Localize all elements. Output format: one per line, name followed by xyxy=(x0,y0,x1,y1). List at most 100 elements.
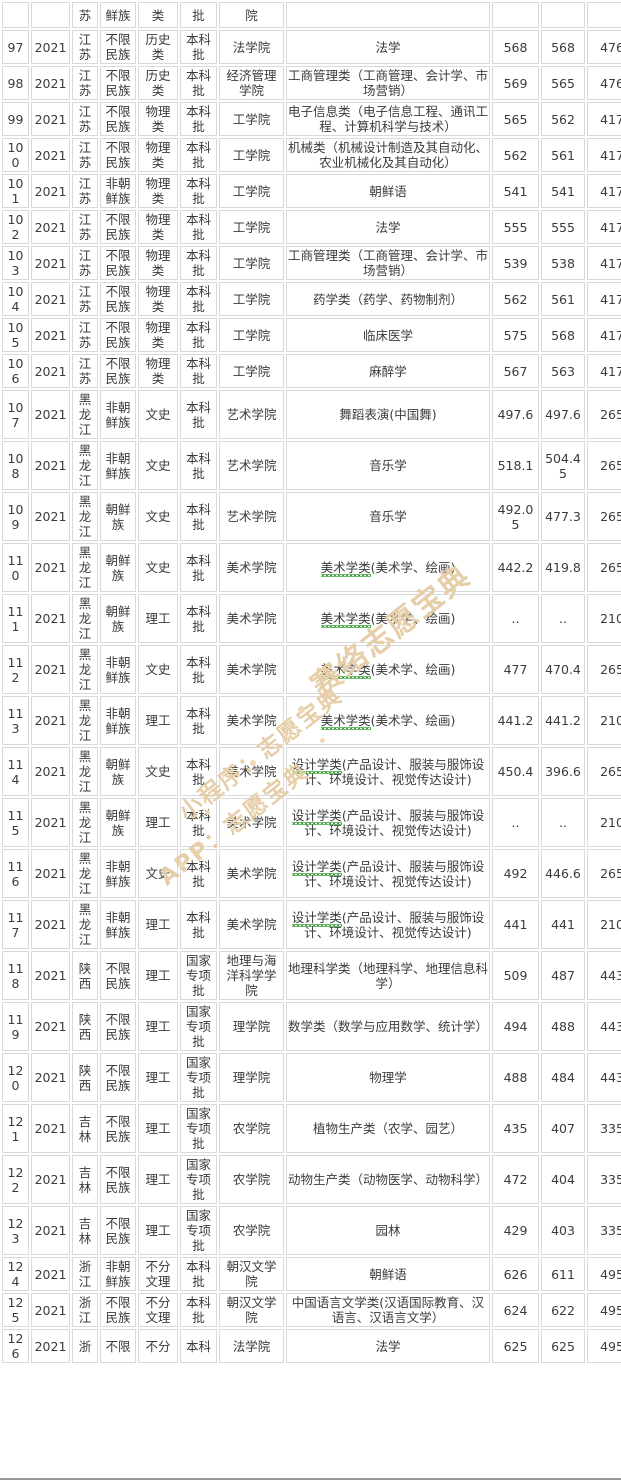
cell-college: 美术学院 xyxy=(219,696,284,745)
cell-province: 黑龙江 xyxy=(72,492,98,541)
table-row[interactable]: 110 2021 黑龙江 朝鲜族 文史 本科批 美术学院 美术学类(美术学、绘画) 442.2 4… xyxy=(2,543,621,592)
cell-province: 江苏 xyxy=(72,318,98,352)
cell-max-score: 625 xyxy=(492,1329,539,1363)
table-row[interactable]: 107 2021 黑龙江 非朝鲜族 文史 本科批 艺术学院 舞蹈表演(中国舞) 497.6 497… xyxy=(2,390,621,439)
cell-province: 陕西 xyxy=(72,951,98,1000)
cell-max-score: 565 xyxy=(492,102,539,136)
cell-index: 121 xyxy=(2,1104,29,1153)
cell-batch: 本科批 xyxy=(180,318,217,352)
cell-max-score: 497.6 xyxy=(492,390,539,439)
cell-min-score: 555 xyxy=(541,210,585,244)
table-row[interactable]: 117 2021 黑龙江 非朝鲜族 理工 本科批 美术学院 设计学类(产品设计、服装与服饰设计… xyxy=(2,900,621,949)
table-row[interactable]: 123 2021 吉林 不限民族 理工 国家专项批 农学院 园林 429 403 335 xyxy=(2,1206,621,1255)
cell-college: 美术学院 xyxy=(219,849,284,898)
table-row[interactable]: 121 2021 吉林 不限民族 理工 国家专项批 农学院 植物生产类（农学、园艺） 435 40… xyxy=(2,1104,621,1153)
table-row[interactable]: 111 2021 黑龙江 朝鲜族 理工 本科批 美术学院 美术学类(美术学、绘画).... 21… xyxy=(2,594,621,643)
table-row[interactable]: 97 2021 江苏 不限民族 历史类 本科批 法学院 法学 568 568 476 xyxy=(2,30,621,64)
cell-max-score: 492.05 xyxy=(492,492,539,541)
cell-college: 工学院 xyxy=(219,246,284,280)
cell-category: 理工 xyxy=(138,1002,178,1051)
table-row[interactable]: 105 2021 江苏 不限民族 物理类 本科批 工学院 临床医学 575 568 417 xyxy=(2,318,621,352)
cell-category: 物理类 xyxy=(138,174,178,208)
table-row[interactable]: 109 2021 黑龙江 朝鲜族 文史 本科批 艺术学院 音乐学 492.05 477.3 265 xyxy=(2,492,621,541)
table-row[interactable]: 104 2021 江苏 不限民族 物理类 本科批 工学院 药学类（药学、药物制剂） 562 561… xyxy=(2,282,621,316)
table-row[interactable]: 102 2021 江苏 不限民族 物理类 本科批 工学院 法学 555 555 417 xyxy=(2,210,621,244)
table-row[interactable]: 115 2021 黑龙江 朝鲜族 理工 本科批 美术学院 设计学类(产品设计、服装与服饰设计、… xyxy=(2,798,621,847)
cell-year: 2021 xyxy=(31,543,70,592)
cell-min-score: 504.45 xyxy=(541,441,585,490)
cell-year: 2021 xyxy=(31,246,70,280)
cell-category: 物理类 xyxy=(138,210,178,244)
cell-college: 工学院 xyxy=(219,282,284,316)
cell-min-score: 568 xyxy=(541,318,585,352)
table-row[interactable]: 126 2021 浙不限 不分 本科 法学院 法学 625 625 495 xyxy=(2,1329,621,1363)
cell-batch: 本科批 xyxy=(180,174,217,208)
cell-min-score: 419.8 xyxy=(541,543,585,592)
cell-batch: 本科批 xyxy=(180,138,217,172)
cell-college: 美术学院 xyxy=(219,594,284,643)
cell-min-score: 538 xyxy=(541,246,585,280)
cell-batch: 本科批 xyxy=(180,30,217,64)
cell-control-line: 495 xyxy=(587,1329,621,1363)
cell-major: 美术学类(美术学、绘画) xyxy=(286,543,490,592)
cell-min-score: 441.2 xyxy=(541,696,585,745)
cell-major: 设计学类(产品设计、服装与服饰设计、环境设计、视觉传达设计) xyxy=(286,849,490,898)
table-row[interactable]: 118 2021 陕西 不限民族 理工 国家专项批 地理与海洋科学学院 地理科学类（地理科学、… xyxy=(2,951,621,1000)
cell-college: 美术学院 xyxy=(219,798,284,847)
table-row[interactable]: 119 2021 陕西 不限民族 理工 国家专项批 理学院 数学类（数学与应用数学、统计学） 4… xyxy=(2,1002,621,1051)
table-row[interactable]: 106 2021 江苏 不限民族 物理类 本科批 工学院 麻醉学 567 563 417 xyxy=(2,354,621,388)
table-row[interactable]: 113 2021 黑龙江 非朝鲜族 理工 本科批 美术学院 美术学类(美术学、绘画) 441.2… xyxy=(2,696,621,745)
cell-major: 地理科学类（地理科学、地理信息科学） xyxy=(286,951,490,1000)
table-row[interactable]: 98 2021 江苏 不限民族 历史类 本科批 经济管理学院 工商管理类（工商管理、会计学、市… xyxy=(2,66,621,100)
cell-year: 2021 xyxy=(31,645,70,694)
cell-index: 110 xyxy=(2,543,29,592)
cell-min-score: 561 xyxy=(541,138,585,172)
cell-major: 设计学类(产品设计、服装与服饰设计、环境设计、视觉传达设计) xyxy=(286,747,490,796)
table-row[interactable]: 114 2021 黑龙江 朝鲜族 文史 本科批 美术学院 设计学类(产品设计、服装与服饰设计、… xyxy=(2,747,621,796)
cell-batch: 国家专项批 xyxy=(180,1002,217,1051)
cell-category: 物理类 xyxy=(138,102,178,136)
cell-year: 2021 xyxy=(31,798,70,847)
table-row[interactable]: 100 2021 江苏 不限民族 物理类 本科批 工学院 机械类（机械设计制造及其自动化、农业… xyxy=(2,138,621,172)
table-row[interactable]: 112 2021 黑龙江 非朝鲜族 文史 本科批 美术学院 美术学类(美术学、绘画) 477 47… xyxy=(2,645,621,694)
table-row[interactable]: 125 2021 浙江 不限民族 不分文理 本科批 朝汉文学院 中国语言文学类(汉语国际教育、… xyxy=(2,1293,621,1327)
cell-year: 2021 xyxy=(31,138,70,172)
cell-control-line: 417 xyxy=(587,318,621,352)
cell-major: 药学类（药学、药物制剂） xyxy=(286,282,490,316)
cell-province: 江苏 xyxy=(72,210,98,244)
major-spellcheck-underline: 美术学类 xyxy=(320,662,371,677)
table-row[interactable]: 99 2021 江苏 不限民族 物理类 本科批 工学院 电子信息类（电子信息工程、通讯工程、计… xyxy=(2,102,621,136)
cell-province: 吉林 xyxy=(72,1104,98,1153)
cell-province: 浙江 xyxy=(72,1257,98,1291)
cell-min-score: 407 xyxy=(541,1104,585,1153)
table-row[interactable]: 122 2021 吉林 不限民族 理工 国家专项批 农学院 动物生产类（动物医学、动物科学） 4… xyxy=(2,1155,621,1204)
cell-ethnicity: 非朝鲜族 xyxy=(100,696,136,745)
cell-major: 麻醉学 xyxy=(286,354,490,388)
cell-year: 2021 xyxy=(31,30,70,64)
cell-control-line: 210 xyxy=(587,696,621,745)
table-row[interactable]: 103 2021 江苏 不限民族 物理类 本科批 工学院 工商管理类（工商管理、会计学、市场营… xyxy=(2,246,621,280)
cell-college: 法学院 xyxy=(219,30,284,64)
cell-province: 黑龙江 xyxy=(72,543,98,592)
cell-year: 2021 xyxy=(31,594,70,643)
cell-major: 临床医学 xyxy=(286,318,490,352)
table-row[interactable]: 101 2021 江苏 非朝鲜族 物理类 本科批 工学院 朝鲜语 541 541 417 xyxy=(2,174,621,208)
cell-control-line: 265 xyxy=(587,849,621,898)
cell-index: 124 xyxy=(2,1257,29,1291)
cell-control-line: 417 xyxy=(587,282,621,316)
cell-ethnicity: 非朝鲜族 xyxy=(100,390,136,439)
cell-major: 音乐学 xyxy=(286,441,490,490)
table-row[interactable]: 108 2021 黑龙江 非朝鲜族 文史 本科批 艺术学院 音乐学 518.1 504.45 265 xyxy=(2,441,621,490)
cell-category: 不分文理 xyxy=(138,1257,178,1291)
cell-year: 2021 xyxy=(31,1329,70,1363)
table-row[interactable]: 120 2021 陕西 不限民族 理工 国家专项批 理学院 物理学 488 484 443 xyxy=(2,1053,621,1102)
cell-ethnicity: 朝鲜族 xyxy=(100,543,136,592)
table-row[interactable]: 116 2021 黑龙江 非朝鲜族 文史 本科批 美术学院 设计学类(产品设计、服装与服饰设计… xyxy=(2,849,621,898)
cell-batch: 本科批 xyxy=(180,66,217,100)
cell-year: 2021 xyxy=(31,1053,70,1102)
cell-batch: 国家专项批 xyxy=(180,951,217,1000)
cell-major: 设计学类(产品设计、服装与服饰设计、环境设计、视觉传达设计) xyxy=(286,900,490,949)
table-row[interactable]: 124 2021 浙江 非朝鲜族 不分文理 本科批 朝汉文学院 朝鲜语 626 611 495 xyxy=(2,1257,621,1291)
cell-batch: 本科批 xyxy=(180,390,217,439)
cell-ethnicity: 不限民族 xyxy=(100,1293,136,1327)
